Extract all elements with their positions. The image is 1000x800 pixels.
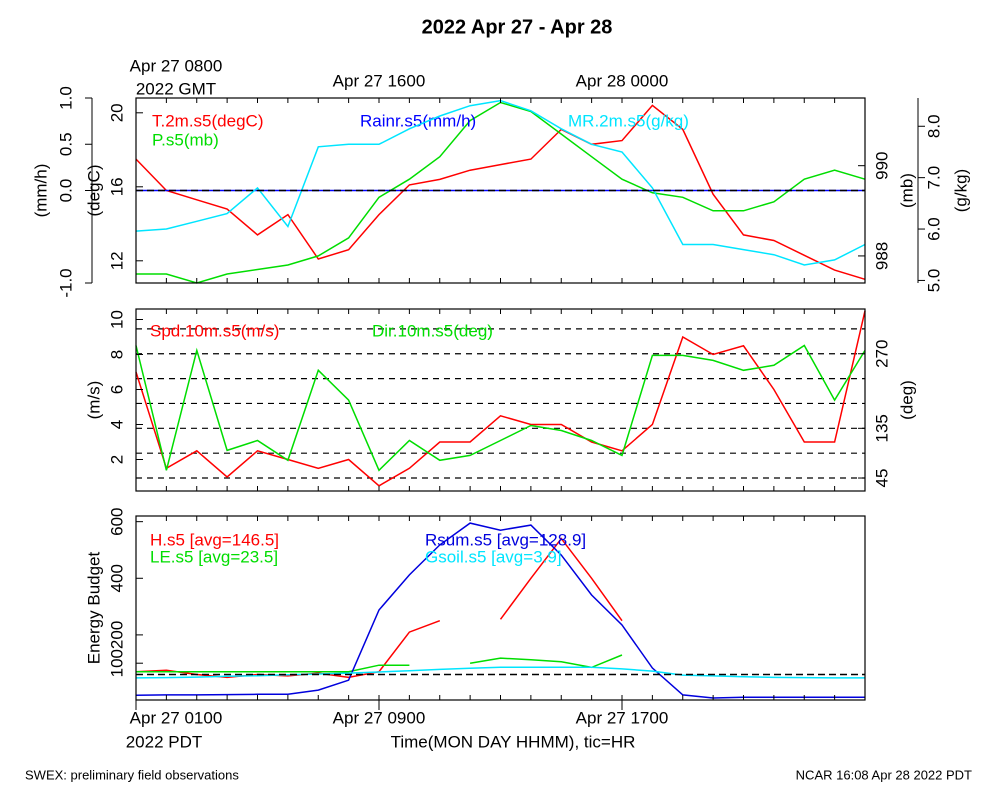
legend-entry: Rsum.s5 [avg=128.9] — [425, 530, 586, 549]
y-axis-title: (deg) — [897, 380, 916, 420]
y-tick-label: 400 — [107, 564, 126, 592]
chart-title: 2022 Apr 27 - Apr 28 — [422, 16, 613, 38]
y-tick-label: 988 — [872, 242, 891, 270]
y-tick-label: 0.5 — [56, 132, 75, 156]
x-axis-title: Time(MON DAY HHMM), tic=HR — [391, 732, 636, 751]
legend-entry: Gsoil.s5 [avg=3.9] — [425, 547, 562, 566]
y-tick-label: 20 — [107, 103, 126, 122]
legend-entry: Spd.10m.s5(m/s) — [150, 321, 279, 340]
y-tick-label: 8 — [107, 350, 126, 359]
series-line — [135, 104, 866, 281]
y-tick-label: 8.0 — [924, 114, 943, 138]
y-axis-title: (g/kg) — [951, 169, 970, 212]
x-year-label: 2022 PDT — [126, 732, 203, 751]
legend-entry: T.2m.s5(degC) — [152, 111, 263, 130]
y-tick-label: 4 — [107, 420, 126, 429]
footer-right: NCAR 16:08 Apr 28 2022 PDT — [796, 767, 972, 782]
y-tick-label: 1.0 — [56, 86, 75, 110]
x2-tick-label: Apr 27 1600 — [333, 71, 426, 90]
y-tick-label: 100 — [107, 649, 126, 677]
footer-left: SWEX: preliminary field observations — [25, 767, 239, 782]
x2-year-label: 2022 GMT — [136, 79, 216, 98]
y-tick-label: 0.0 — [56, 179, 75, 203]
y-tick-label: 600 — [107, 507, 126, 535]
y-tick-label: 7.0 — [924, 166, 943, 190]
y-tick-label: 10 — [107, 310, 126, 329]
y-tick-label: 2 — [107, 455, 126, 464]
y-axis-title: Energy Budget — [84, 551, 103, 664]
series-line — [135, 344, 866, 472]
x2-tick-label: Apr 27 0800 — [130, 56, 223, 75]
x-tick-label: Apr 27 0100 — [130, 708, 223, 727]
y-axis-title: (mb) — [897, 173, 916, 208]
x-tick-label: Apr 27 0900 — [333, 708, 426, 727]
legend-entry: Dir.10m.s5(deg) — [372, 321, 493, 340]
y-tick-label: 5.0 — [924, 269, 943, 293]
series-line — [135, 537, 623, 679]
y-axis-title: (m/s) — [84, 381, 103, 420]
x-tick-label: Apr 27 1700 — [576, 708, 669, 727]
y-tick-label: 990 — [872, 151, 891, 179]
legend-entry: P.s5(mb) — [152, 130, 219, 149]
y-tick-label: -1.0 — [56, 268, 75, 297]
y-axis-title: (mm/h) — [31, 164, 50, 218]
x2-tick-label: Apr 28 0000 — [576, 71, 669, 90]
y-tick-label: 12 — [107, 251, 126, 270]
legend-entry: MR.2m.s5(g/kg) — [568, 111, 689, 130]
legend-entry: H.s5 [avg=146.5] — [150, 530, 279, 549]
y-tick-label: 135 — [872, 414, 891, 442]
y-tick-label: 6 — [107, 385, 126, 394]
y-tick-label: 45 — [872, 469, 891, 488]
y-tick-label: 6.0 — [924, 217, 943, 241]
y-tick-label: 200 — [107, 621, 126, 649]
series-line — [135, 310, 866, 487]
legend-entry: LE.s5 [avg=23.5] — [150, 547, 278, 566]
y-tick-label: 270 — [872, 340, 891, 368]
series-line — [135, 666, 865, 679]
y-tick-label: 16 — [107, 177, 126, 196]
y-axis-title: (degC) — [84, 165, 103, 217]
legend-entry: Rainr.s5(mm/h) — [360, 111, 476, 130]
